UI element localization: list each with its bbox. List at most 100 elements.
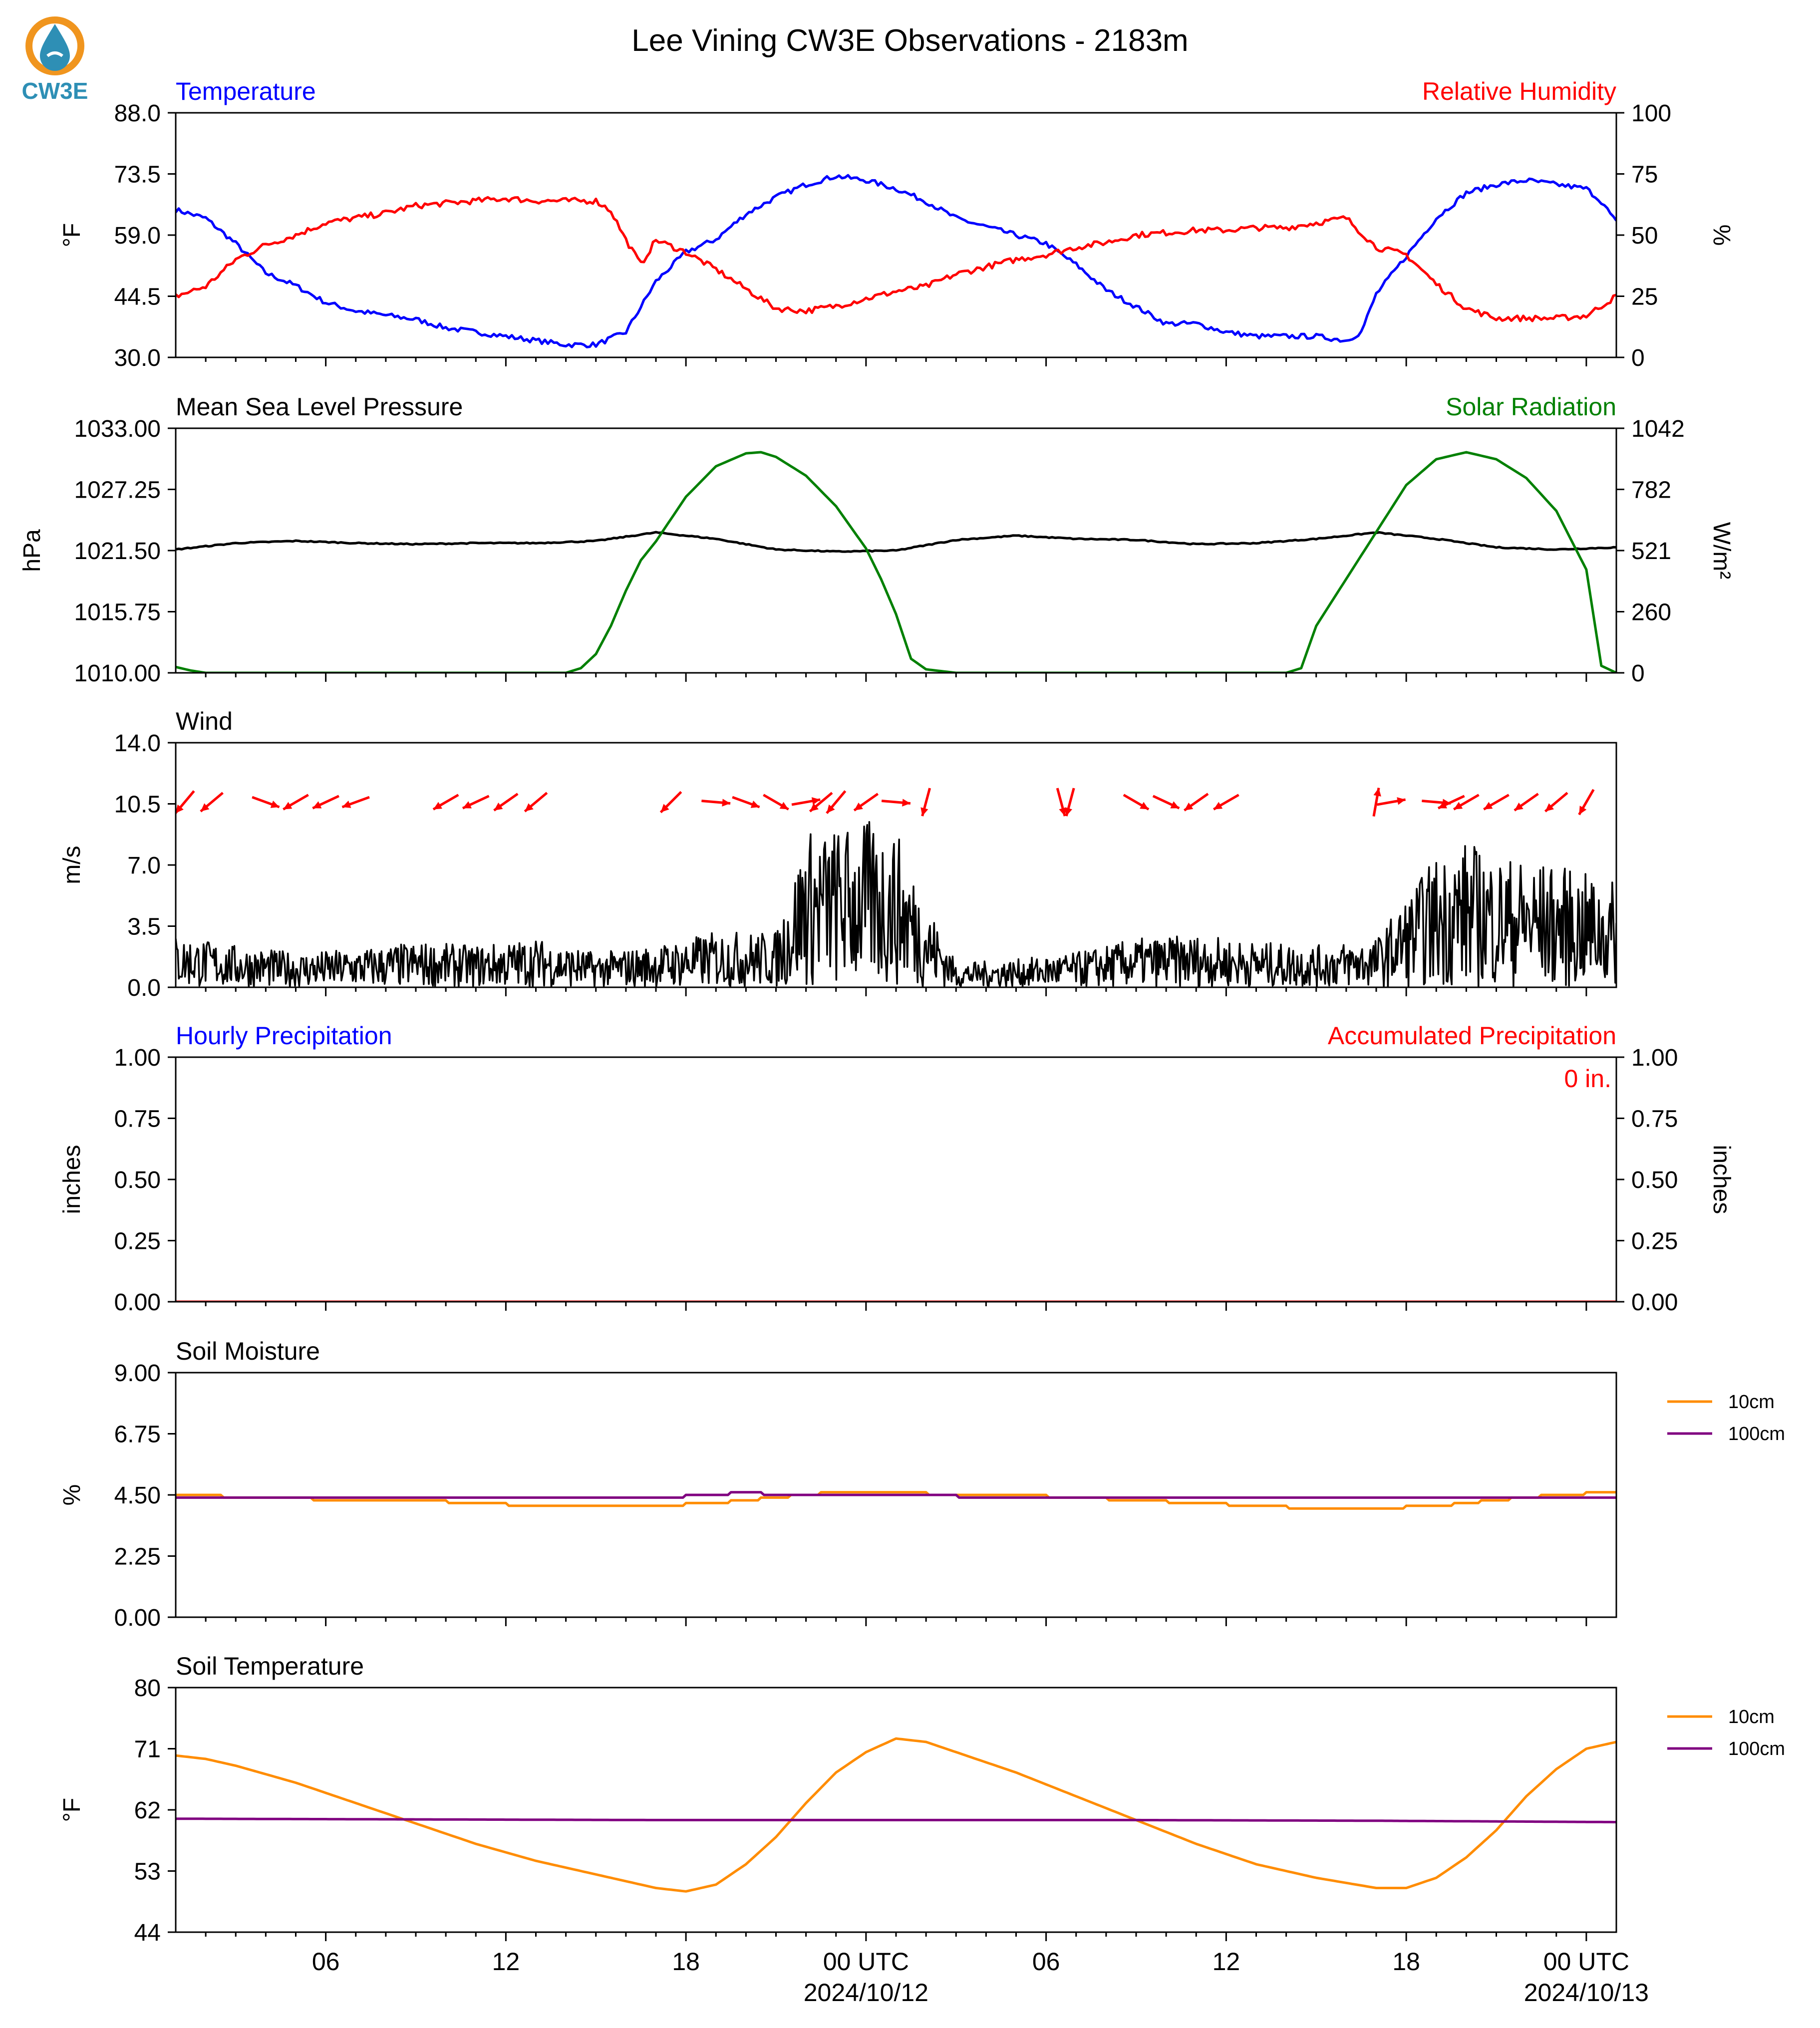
x-tick-label: 00 UTC xyxy=(1543,1948,1629,1976)
wind-arrow-head xyxy=(462,801,472,809)
wind-arrow xyxy=(432,794,459,811)
panel-title-left: Wind xyxy=(176,707,233,735)
wind-arrow xyxy=(1056,788,1067,817)
y2-tick-label: 25 xyxy=(1631,284,1658,310)
wind-arrow xyxy=(1064,788,1075,817)
y2-tick-label: 0.75 xyxy=(1631,1106,1678,1133)
y-tick-label: 44.5 xyxy=(114,284,161,310)
panel-frame xyxy=(175,1372,1617,1618)
y-tick-label: 71 xyxy=(134,1737,161,1763)
wind-arrow xyxy=(1544,792,1568,813)
y-tick-label: 0.25 xyxy=(114,1228,161,1255)
panel-title-right: Solar Radiation xyxy=(1446,393,1616,421)
series-line-10cm xyxy=(176,1737,1616,1893)
y-tick-label: 2.25 xyxy=(114,1544,161,1570)
panel-precip: Hourly Precipitation Accumulated Precipit… xyxy=(59,1022,1735,1316)
x-tick-label: 06 xyxy=(312,1948,340,1976)
y-tick-label: 62 xyxy=(134,1797,161,1824)
panel-title-left: Mean Sea Level Pressure xyxy=(176,393,463,421)
plot-area xyxy=(176,1491,1616,1510)
x-tick-label: 18 xyxy=(672,1948,700,1976)
y-tick-label: 1010.00 xyxy=(74,660,161,687)
y-axis-label: inches xyxy=(59,1145,85,1214)
wind-arrow-head xyxy=(1213,802,1223,810)
wind-arrow xyxy=(881,799,911,807)
wind-arrow xyxy=(826,790,847,814)
wind-arrow xyxy=(1372,788,1381,817)
panel-title-left: Soil Temperature xyxy=(176,1652,364,1680)
wind-arrow xyxy=(701,799,731,807)
panels: Temperature Relative Humidity 30.0 44.5 59.0… xyxy=(19,77,1785,2007)
plot-area xyxy=(176,788,1616,987)
y-tick-label: 3.5 xyxy=(127,914,161,940)
series-line-left xyxy=(176,821,1616,987)
wind-arrow-head xyxy=(1064,807,1072,817)
y2-axis-label: W/m² xyxy=(1708,522,1735,579)
wind-arrow-head xyxy=(1579,806,1587,815)
wind-arrow-head xyxy=(1484,802,1493,810)
wind-arrow xyxy=(462,795,490,810)
series-line-left xyxy=(176,174,1616,348)
panel-soil_moisture: Soil Moisture 0.00 2.25 4.50 6.75 9.00% 10cm 10… xyxy=(59,1337,1785,1631)
wind-arrow-head xyxy=(342,801,351,808)
plot-area xyxy=(176,1737,1616,1893)
y2-tick-label: 75 xyxy=(1631,162,1658,188)
wind-arrow xyxy=(1184,793,1209,812)
y-tick-label: 88.0 xyxy=(114,100,161,127)
plot-area xyxy=(176,451,1616,673)
x-tick-label: 12 xyxy=(492,1948,520,1976)
panel-soil_temp: Soil Temperature 44 53 62 71 80 °F 10cm 100cm xyxy=(59,1652,1785,1946)
wind-arrow-head xyxy=(1184,802,1194,811)
y-tick-label: 10.5 xyxy=(114,792,161,818)
y-tick-label: 0.75 xyxy=(114,1106,161,1133)
wind-arrow-head xyxy=(1545,803,1554,812)
series-line-100cm xyxy=(176,1491,1616,1499)
x-tick-label: 06 xyxy=(1032,1948,1060,1976)
y2-tick-label: 1042 xyxy=(1631,416,1685,442)
y-tick-label: 7.0 xyxy=(127,853,161,879)
figure-title: Lee Vining CW3E Observations - 2183m xyxy=(631,23,1188,58)
legend-label: 10cm xyxy=(1728,1707,1775,1728)
wind-arrow-head xyxy=(810,803,819,812)
y-tick-label: 80 xyxy=(134,1675,161,1702)
y-tick-label: 44 xyxy=(134,1920,161,1946)
y-tick-label: 1015.75 xyxy=(74,599,161,626)
y2-tick-label: 0 xyxy=(1631,660,1645,687)
wind-arrow-head xyxy=(270,801,280,808)
series-line-right xyxy=(176,451,1616,673)
panel-temp_rh: Temperature Relative Humidity 30.0 44.5 59.0… xyxy=(59,77,1735,371)
y-tick-label: 59.0 xyxy=(114,223,161,249)
y-tick-label: 30.0 xyxy=(114,345,161,371)
y2-tick-label: 260 xyxy=(1631,599,1671,626)
y-tick-label: 0.00 xyxy=(114,1605,161,1631)
x-date-label: 2024/10/13 xyxy=(1524,1979,1649,2007)
wind-arrow-head xyxy=(779,802,789,810)
wind-arrow-head xyxy=(811,797,821,805)
y-tick-label: 6.75 xyxy=(114,1422,161,1448)
wind-arrow xyxy=(659,791,682,814)
panel-frame xyxy=(175,1687,1617,1933)
logo-wave-icon xyxy=(46,51,63,57)
panel-title-right: Relative Humidity xyxy=(1422,77,1616,105)
wind-arrow-head xyxy=(1170,801,1180,809)
panel-title-left: Temperature xyxy=(176,77,316,105)
wind-arrow-head xyxy=(854,802,863,811)
wind-arrow-head xyxy=(660,804,669,813)
legend-label: 10cm xyxy=(1728,1392,1775,1413)
y-tick-label: 14.0 xyxy=(114,730,161,757)
y-tick-label: 1027.25 xyxy=(74,477,161,504)
wind-arrow xyxy=(200,792,224,813)
series-line-100cm xyxy=(176,1817,1616,1823)
logo-ring-icon xyxy=(25,16,84,75)
wind-arrow-head xyxy=(312,801,322,809)
y2-tick-label: 0.25 xyxy=(1631,1228,1678,1255)
panel-frame xyxy=(175,742,1617,988)
y2-axis-label: inches xyxy=(1708,1145,1735,1214)
wind-arrow xyxy=(1213,794,1239,811)
wind-arrow xyxy=(791,797,821,806)
plot-area xyxy=(176,174,1616,348)
wind-arrow xyxy=(1437,795,1465,810)
y-tick-label: 0.0 xyxy=(127,975,161,1001)
